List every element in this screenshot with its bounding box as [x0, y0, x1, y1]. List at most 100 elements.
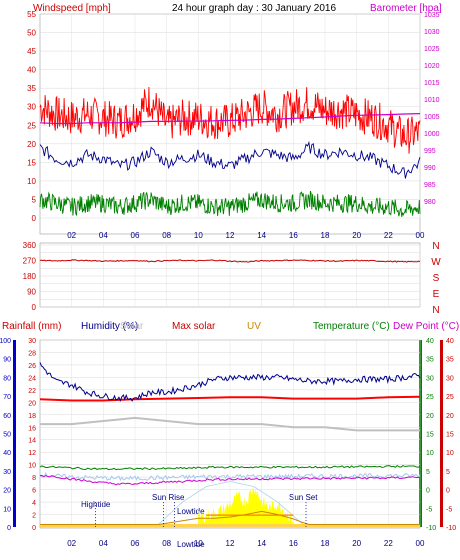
climate-time-tick: 06: [131, 539, 140, 548]
sun-arc-line: [155, 481, 307, 528]
wind-tick-label: 30: [27, 103, 36, 112]
wind-time-tick: 22: [384, 231, 393, 240]
barometer-tick-label: 1015: [424, 80, 440, 87]
barometer-tick-label: 1030: [424, 29, 440, 36]
temperature-label: Temperature (°C): [313, 321, 390, 332]
temperature-tick-label: 15: [426, 432, 434, 439]
wind-time-tick: 08: [162, 231, 171, 240]
wind-tick-label: 5: [32, 195, 37, 204]
wind-time-tick: 16: [289, 231, 298, 240]
windspeed-line: [39, 140, 421, 179]
dew-tick-label: 35: [446, 357, 454, 364]
wind-direction-line: [39, 259, 421, 263]
climate-time-tick: 16: [289, 539, 298, 548]
rain-tick-label: 60: [3, 413, 11, 420]
rain-axis-bar: [13, 340, 16, 527]
compass-label: E: [433, 289, 440, 300]
temperature-tick-label: 25: [426, 394, 434, 401]
compass-label: N: [432, 305, 439, 316]
mid-tick-label: 14: [28, 438, 36, 445]
wind-tick-label: 35: [27, 84, 36, 93]
dew-tick-label: 10: [446, 450, 454, 457]
dew-point-line: [39, 474, 421, 486]
wind-tick-label: 10: [27, 177, 36, 186]
wind-tick-label: 0: [32, 214, 37, 223]
mid-tick-label: 2: [32, 513, 36, 520]
hightide-label: Hightide: [81, 500, 111, 509]
wind-time-tick: 02: [67, 231, 76, 240]
windspeed-axis-label: Windspeed [mph]: [33, 3, 111, 14]
wind-time-tick: 10: [194, 231, 203, 240]
wind-tick-label: 45: [27, 47, 36, 56]
mid-tick-label: 12: [28, 450, 36, 457]
dew-tick-label: 15: [446, 432, 454, 439]
mid-tick-label: 20: [28, 400, 36, 407]
temperature-tick-label: -10: [426, 525, 436, 532]
barometer-tick-label: 1010: [424, 97, 440, 104]
mid-tick-label: 4: [32, 500, 36, 507]
wind-time-tick: 12: [226, 231, 235, 240]
climate-time-tick: 20: [352, 539, 361, 548]
sunset-label: Sun Set: [289, 493, 318, 502]
chart-title: 24 hour graph day : 30 January 2016: [172, 3, 336, 14]
solar-area: [198, 485, 294, 527]
dew-tick-label: 5: [446, 469, 450, 476]
climate-time-tick: 08: [162, 539, 171, 548]
wind-low-line: [39, 190, 421, 217]
rain-tick-label: 70: [3, 394, 11, 401]
mid-tick-label: 16: [28, 425, 36, 432]
direction-tick-label: 360: [23, 241, 37, 250]
barometer-tick-label: 995: [424, 148, 436, 155]
mid-tick-label: 24: [28, 375, 36, 382]
wind-tick-label: 15: [27, 158, 36, 167]
mid-tick-label: 22: [28, 388, 36, 395]
wind-tick-label: 20: [27, 140, 36, 149]
temperature-tick-label: 20: [426, 413, 434, 420]
dew-tick-label: -5: [446, 506, 452, 513]
wind-time-tick: 06: [131, 231, 140, 240]
wind-time-tick: 00: [416, 231, 425, 240]
temperature-tick-label: 35: [426, 357, 434, 364]
barometer-tick-label: 1020: [424, 63, 440, 70]
temperature-tick-label: 0: [426, 488, 430, 495]
mid-tick-label: 26: [28, 363, 36, 370]
dew-tick-label: 0: [446, 488, 450, 495]
rain-tick-label: 30: [3, 469, 11, 476]
uv-baseline-band: [40, 523, 420, 527]
temperature-tick-label: 5: [426, 469, 430, 476]
uv-line: [40, 510, 420, 525]
barometer-axis-label: Barometer [hpa]: [370, 3, 442, 14]
mid-tick-label: 0: [32, 525, 36, 532]
climate-time-tick: 04: [99, 539, 108, 548]
direction-tick-label: 0: [32, 303, 37, 312]
compass-label: W: [431, 257, 441, 268]
compass-label: S: [433, 273, 440, 284]
climate-time-tick: 18: [321, 539, 330, 548]
temperature-tick-label: 40: [426, 338, 434, 345]
mid-tick-label: 10: [28, 463, 36, 470]
temperature-tick-label: 10: [426, 450, 434, 457]
barometer-tick-label: 985: [424, 182, 436, 189]
temperature-tick-label: 30: [426, 375, 434, 382]
rain-tick-label: 0: [7, 525, 11, 532]
barometer-tick-label: 1035: [424, 12, 440, 19]
lowtide-label-1: Lowtide: [177, 507, 205, 516]
mid-tick-label: 18: [28, 413, 36, 420]
wind-tick-label: 25: [27, 121, 36, 130]
direction-tick-label: 90: [27, 288, 36, 297]
humidity-label: Humidity (%): [81, 321, 138, 332]
max-solar-line: [39, 395, 421, 402]
rain-tick-label: 90: [3, 357, 11, 364]
barometer-tick-label: 990: [424, 165, 436, 172]
wind-tick-label: 40: [27, 66, 36, 75]
mid-tick-label: 6: [32, 488, 36, 495]
rain-tick-label: 100: [0, 338, 11, 345]
wind-time-tick: 20: [352, 231, 361, 240]
rain-tick-label: 10: [3, 506, 11, 513]
mid-tick-label: 28: [28, 350, 36, 357]
dew-tick-label: 20: [446, 413, 454, 420]
solar-line: [40, 416, 420, 432]
barometer-line: [39, 113, 421, 125]
wind-tick-label: 50: [27, 29, 36, 38]
